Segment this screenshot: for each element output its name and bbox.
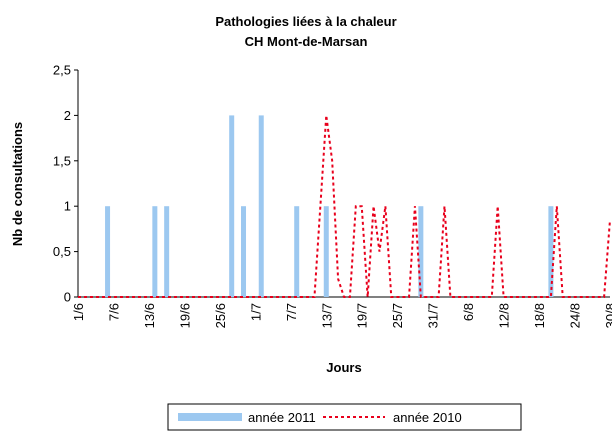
x-tick-label: 18/8 bbox=[532, 303, 547, 328]
y-axis-label: Nb de consultations bbox=[10, 122, 25, 246]
x-tick-label: 1/7 bbox=[248, 303, 263, 321]
bar bbox=[152, 206, 158, 297]
legend-label: année 2010 bbox=[393, 410, 462, 425]
x-tick-label: 7/7 bbox=[284, 303, 299, 321]
x-tick-label: 13/6 bbox=[142, 303, 157, 328]
x-tick-label: 1/6 bbox=[71, 303, 86, 321]
bar bbox=[258, 115, 264, 298]
y-tick-label: 1 bbox=[64, 199, 71, 214]
y-tick-label: 2,5 bbox=[53, 63, 71, 78]
bar bbox=[105, 206, 111, 297]
legend-label: année 2011 bbox=[248, 410, 316, 425]
x-tick-label: 25/7 bbox=[390, 303, 405, 328]
x-tick-label: 25/6 bbox=[213, 303, 228, 328]
legend-swatch bbox=[178, 413, 242, 421]
x-tick-label: 6/8 bbox=[461, 303, 476, 321]
chart-subtitle: CH Mont-de-Marsan bbox=[245, 34, 368, 49]
x-tick-label: 30/8 bbox=[603, 303, 612, 328]
bar bbox=[241, 206, 247, 297]
x-tick-label: 24/8 bbox=[568, 303, 583, 328]
x-tick-label: 13/7 bbox=[319, 303, 334, 328]
line-series bbox=[78, 115, 611, 298]
y-tick-label: 1,5 bbox=[53, 153, 71, 168]
y-tick-label: 0,5 bbox=[53, 244, 71, 259]
x-tick-label: 19/7 bbox=[355, 303, 370, 328]
bar bbox=[164, 206, 170, 297]
x-tick-label: 31/7 bbox=[426, 303, 441, 328]
bar bbox=[323, 206, 329, 297]
chart-title: Pathologies liées à la chaleur bbox=[215, 14, 396, 29]
x-tick-label: 19/6 bbox=[177, 303, 192, 328]
y-tick-label: 0 bbox=[64, 290, 71, 305]
bar bbox=[548, 206, 554, 297]
x-axis-label: Jours bbox=[326, 360, 361, 375]
y-tick-label: 2 bbox=[64, 108, 71, 123]
x-tick-label: 12/8 bbox=[497, 303, 512, 328]
bar bbox=[229, 115, 235, 298]
x-tick-label: 7/6 bbox=[106, 303, 121, 321]
bar bbox=[294, 206, 300, 297]
bar bbox=[418, 206, 424, 297]
